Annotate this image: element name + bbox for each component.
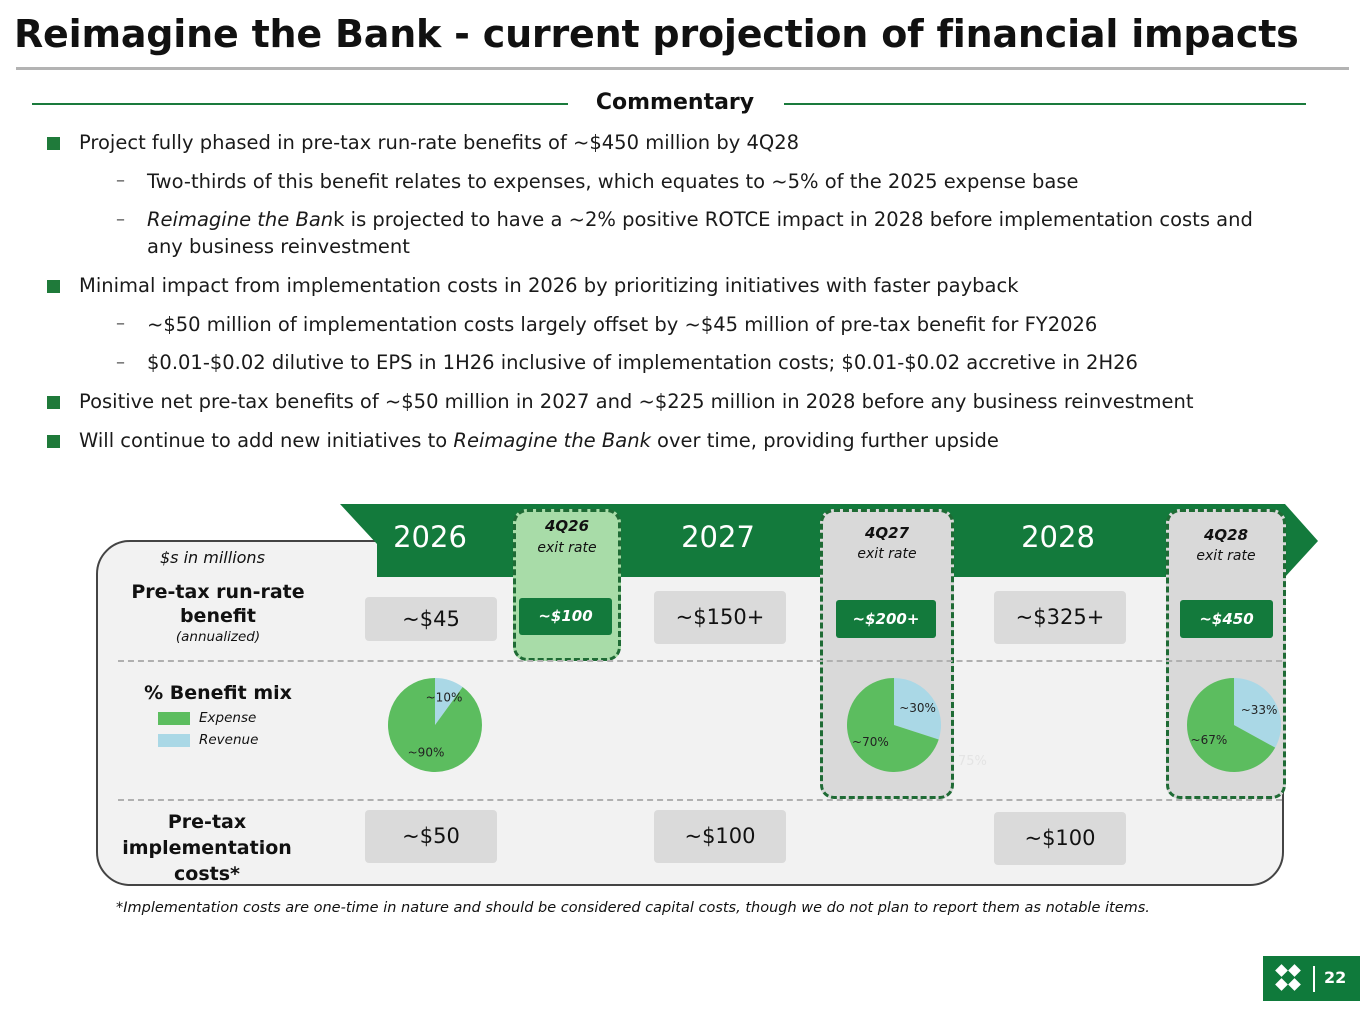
bullet-square [47,280,60,293]
commentary-rule-right [784,103,1306,105]
bullet-square [47,137,60,150]
row-label-costs-line1: Pre-tax [167,811,247,833]
pie-slice-expense [1187,678,1276,772]
exit-value-4q27: ~$200+ [836,600,936,638]
row-separator [118,799,1282,801]
row-separator [118,660,1282,662]
commentary-rule-left [32,103,568,105]
sub-bullet-dash: – [116,209,125,230]
pie-label-revenue: ~30% [899,701,936,715]
row-label-costs: Pre-tax implementation costs* [104,809,310,887]
benefit-value-2026: ~$45 [365,597,497,641]
bullet-4: Will continue to add new initiatives to … [79,427,999,454]
benefit-mix-pie-4q27: ~30% ~70% [847,678,941,772]
legend-expense-label: Expense [199,710,257,726]
exit-rate-4q26-column [513,509,621,661]
pie-label-expense: ~70% [852,735,889,749]
footer-logo-box [1263,956,1360,1001]
cost-value-2027: ~$100 [654,810,786,863]
logo-divider [1313,966,1315,992]
bullet-3: Positive net pre-tax benefits of ~$50 mi… [79,390,1194,413]
bullet-2: Minimal impact from implementation costs… [79,274,1019,297]
bullet-1-sub-2-text: k is projected to have a ~2% positive RO… [333,208,1253,231]
sub-bullet-dash: – [116,170,125,191]
row-label-benefit-note: (annualized) [175,629,261,645]
year-2027: 2027 [681,520,755,554]
exit-rate-label: exit rate [857,546,917,562]
pie-label-expense: ~90% [408,746,445,760]
pie-label-revenue: ~33% [1241,703,1278,717]
faint-percent-label: 75% [958,754,987,769]
legend-expense-swatch [158,712,190,725]
title-divider [16,67,1349,70]
bullet-4-text: Will continue to add new initiatives to [79,429,454,452]
pie-slice-revenue [894,678,941,740]
benefit-value-2027: ~$150+ [654,591,786,644]
footnote: *Implementation costs are one-time in na… [116,900,1150,916]
bullet-square [47,396,60,409]
bullet-2-sub-1: ~$50 million of implementation costs lar… [147,313,1098,336]
sub-bullet-dash: – [116,313,125,334]
year-2028: 2028 [1021,520,1095,554]
bullet-1: Project fully phased in pre-tax run-rate… [79,131,800,154]
italic-program-name: Reimagine the Bank [453,429,651,452]
pie-slice-expense [388,678,482,772]
bullet-2-sub-2: $0.01-$0.02 dilutive to EPS in 1H26 incl… [147,351,1138,374]
benefit-mix-pie-2026: ~10% ~90% [388,678,482,772]
year-2026: 2026 [393,520,467,554]
pie-label-expense: ~67% [1191,733,1228,747]
bullet-4-text-end: over time, providing further upside [650,429,999,452]
sub-bullet-dash: – [116,352,125,373]
exit-period-4q26: 4Q26 [544,517,590,535]
pie-slice-revenue [1234,678,1281,748]
row-label-costs-line2: implementation [122,837,292,859]
units-label: $s in millions [160,548,265,567]
page-number: 22 [1324,968,1347,987]
bullet-1-sub-2-line2: any business reinvestment [147,235,410,258]
italic-program-name: Reimagine the Ban [147,208,334,231]
pie-label-revenue: ~10% [426,690,463,704]
commentary-heading: Commentary [595,90,755,115]
benefit-value-2028: ~$325+ [994,591,1126,644]
row-label-benefit-line2: benefit [179,605,257,627]
row-label-mix: % Benefit mix [144,682,292,704]
bullet-square [47,435,60,448]
benefit-mix-pie-4q28: ~33% ~67% [1187,678,1281,772]
bullet-1-sub-2: Reimagine the Bank is projected to have … [147,206,1253,233]
page-title: Reimagine the Bank - current projection … [14,12,1299,56]
exit-period-4q28: 4Q28 [1203,526,1249,544]
exit-period-4q27: 4Q27 [864,524,910,542]
exit-value-4q28: ~$450 [1180,600,1273,638]
cost-value-2026: ~$50 [365,810,497,863]
pie-slice-revenue [435,678,463,725]
legend-revenue-label: Revenue [199,732,259,748]
bullet-1-sub-1: Two-thirds of this benefit relates to ex… [147,170,1079,193]
bank-logo-icon [1275,964,1301,991]
exit-rate-label: exit rate [1196,548,1256,564]
exit-rate-label: exit rate [537,540,597,556]
row-label-benefit: Pre-tax run-rate benefit (annualized) [118,581,318,645]
row-label-benefit-line1: Pre-tax run-rate [131,581,305,603]
cost-value-2028: ~$100 [994,812,1126,865]
legend-revenue-swatch [158,734,190,747]
pie-slice-expense [847,678,939,772]
exit-value-4q26: ~$100 [519,598,612,635]
row-label-costs-line3: costs* [174,863,240,885]
